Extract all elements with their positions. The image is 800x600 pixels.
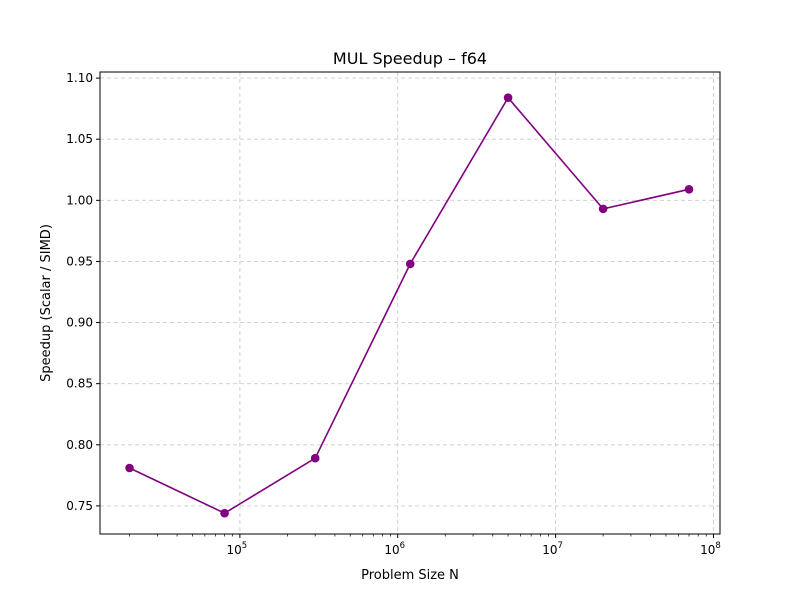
y-tick-label: 1.05 bbox=[66, 132, 93, 146]
data-point bbox=[503, 93, 513, 102]
y-tick-label: 1.00 bbox=[66, 193, 93, 207]
x-tick-exponent: 8 bbox=[715, 541, 720, 551]
data-point bbox=[220, 508, 229, 518]
data-series bbox=[125, 93, 694, 518]
x-tick-exponent: 5 bbox=[242, 541, 247, 551]
chart-title: MUL Speedup – f64 bbox=[333, 49, 487, 68]
x-tick-label: 106 bbox=[384, 541, 405, 557]
tick-marks bbox=[96, 77, 714, 538]
x-axis-label: Problem Size N bbox=[361, 568, 459, 583]
y-tick-labels: 0.75 0.80 0.85 0.90 0.95 1.00 1.05 1.10 bbox=[66, 71, 93, 513]
y-tick-label: 0.90 bbox=[66, 316, 93, 330]
data-point bbox=[405, 259, 415, 269]
x-tick-label: 107 bbox=[542, 541, 563, 557]
y-tick-label: 0.75 bbox=[66, 499, 93, 513]
x-tick-base: 10 bbox=[542, 543, 557, 557]
data-point bbox=[310, 453, 320, 463]
x-tick-base: 10 bbox=[700, 543, 715, 557]
y-axis-label: Speedup (Scalar / SIMD) bbox=[39, 224, 54, 382]
data-point bbox=[125, 463, 134, 473]
y-tick-label: 0.80 bbox=[66, 438, 93, 452]
x-tick-base: 10 bbox=[227, 543, 242, 557]
series-line bbox=[129, 96, 690, 515]
y-tick-label: 0.95 bbox=[66, 254, 93, 268]
grid-lines bbox=[100, 72, 720, 534]
x-tick-label: 105 bbox=[227, 541, 248, 557]
y-tick-label: 0.85 bbox=[66, 377, 93, 391]
x-tick-label: 108 bbox=[700, 541, 721, 557]
x-tick-base: 10 bbox=[384, 543, 399, 557]
x-tick-exponent: 7 bbox=[558, 541, 563, 551]
data-point bbox=[684, 185, 694, 194]
y-tick-label: 1.10 bbox=[66, 71, 93, 85]
plot-frame bbox=[99, 71, 721, 535]
x-tick-labels: 105 106 107 108 bbox=[227, 541, 721, 557]
data-point bbox=[598, 204, 608, 214]
x-tick-exponent: 6 bbox=[400, 541, 405, 551]
